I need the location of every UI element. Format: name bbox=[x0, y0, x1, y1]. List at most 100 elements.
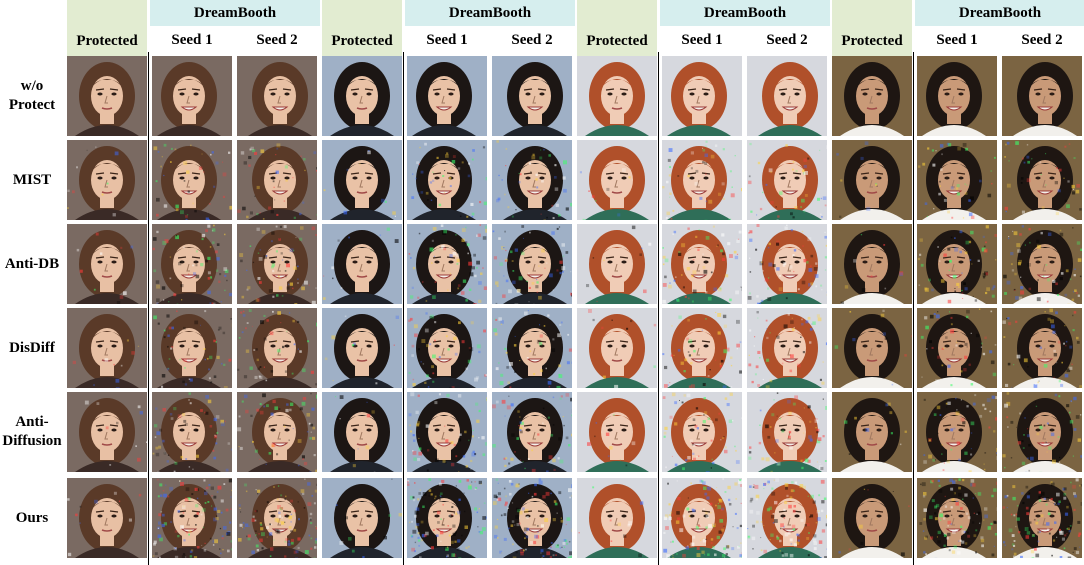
dreambooth-seed-2-image bbox=[492, 56, 572, 136]
dreambooth-seed-1-image bbox=[152, 56, 232, 136]
dreambooth-header: DreamBooth bbox=[660, 0, 830, 26]
dreambooth-seed-2-image bbox=[492, 392, 572, 472]
protected-image bbox=[577, 392, 657, 472]
protected-image bbox=[322, 392, 402, 472]
dreambooth-seed-2-image bbox=[492, 308, 572, 388]
group-separator bbox=[913, 52, 914, 565]
seed-2-header: Seed 2 bbox=[256, 31, 298, 48]
protected-image bbox=[67, 478, 147, 558]
dreambooth-seed-2-image bbox=[492, 140, 572, 220]
dreambooth-seed-1-image bbox=[407, 56, 487, 136]
protected-image bbox=[577, 140, 657, 220]
row-label: Anti- Diffusion bbox=[2, 414, 62, 449]
row-label: DisDiff bbox=[9, 339, 55, 356]
dreambooth-seed-1-image bbox=[662, 392, 742, 472]
seed-2-header: Seed 2 bbox=[511, 31, 553, 48]
dreambooth-seed-2-image bbox=[747, 56, 827, 136]
group-separator bbox=[403, 52, 404, 565]
group-separator bbox=[658, 52, 659, 565]
seed-1-header: Seed 1 bbox=[171, 31, 213, 48]
dreambooth-seed-1-image bbox=[662, 140, 742, 220]
dreambooth-seed-1-image bbox=[407, 392, 487, 472]
dreambooth-seed-1-image bbox=[152, 224, 232, 304]
protected-image bbox=[577, 224, 657, 304]
dreambooth-seed-1-image bbox=[407, 308, 487, 388]
protected-image bbox=[322, 56, 402, 136]
dreambooth-seed-1-image bbox=[917, 140, 997, 220]
dreambooth-seed-1-image bbox=[662, 478, 742, 558]
protected-image bbox=[67, 56, 147, 136]
seed-1-header: Seed 1 bbox=[936, 31, 978, 48]
dreambooth-seed-2-image bbox=[237, 56, 317, 136]
protected-image bbox=[832, 224, 912, 304]
protected-header-label: Protected bbox=[586, 33, 648, 49]
protected-image bbox=[67, 140, 147, 220]
dreambooth-seed-1-image bbox=[917, 56, 997, 136]
dreambooth-seed-2-image bbox=[1002, 140, 1082, 220]
seed-2-header: Seed 2 bbox=[766, 31, 808, 48]
dreambooth-seed-1-image bbox=[407, 140, 487, 220]
dreambooth-seed-2-image bbox=[747, 392, 827, 472]
dreambooth-seed-2-image bbox=[492, 478, 572, 558]
dreambooth-seed-2-image bbox=[1002, 224, 1082, 304]
dreambooth-seed-2-image bbox=[1002, 56, 1082, 136]
protected-header-label: Protected bbox=[841, 33, 903, 49]
dreambooth-header: DreamBooth bbox=[915, 0, 1084, 26]
seed-2-header: Seed 2 bbox=[1021, 31, 1063, 48]
dreambooth-header: DreamBooth bbox=[150, 0, 320, 26]
protected-image bbox=[322, 140, 402, 220]
protected-image bbox=[832, 140, 912, 220]
dreambooth-seed-2-image bbox=[1002, 308, 1082, 388]
protected-image bbox=[67, 392, 147, 472]
dreambooth-seed-1-image bbox=[152, 140, 232, 220]
protected-image bbox=[832, 308, 912, 388]
dreambooth-seed-2-image bbox=[747, 140, 827, 220]
row-label: MIST bbox=[12, 171, 52, 188]
dreambooth-seed-1-image bbox=[917, 308, 997, 388]
dreambooth-seed-2-image bbox=[237, 308, 317, 388]
dreambooth-seed-1-image bbox=[917, 478, 997, 558]
protected-header-label: Protected bbox=[331, 33, 393, 49]
protected-image bbox=[577, 308, 657, 388]
seed-1-header: Seed 1 bbox=[681, 31, 723, 48]
protected-image bbox=[832, 478, 912, 558]
dreambooth-seed-1-image bbox=[152, 308, 232, 388]
row-label: Anti-DB bbox=[4, 255, 60, 272]
protected-header-label: Protected bbox=[76, 33, 138, 49]
dreambooth-seed-2-image bbox=[747, 308, 827, 388]
protected-image bbox=[577, 56, 657, 136]
dreambooth-seed-2-image bbox=[747, 224, 827, 304]
dreambooth-seed-1-image bbox=[152, 478, 232, 558]
dreambooth-seed-1-image bbox=[152, 392, 232, 472]
protected-image bbox=[322, 308, 402, 388]
protected-image bbox=[832, 392, 912, 472]
dreambooth-seed-2-image bbox=[237, 140, 317, 220]
protected-image bbox=[322, 478, 402, 558]
dreambooth-seed-1-image bbox=[662, 308, 742, 388]
dreambooth-seed-2-image bbox=[237, 392, 317, 472]
protected-header: Protected bbox=[322, 0, 402, 56]
protected-header: Protected bbox=[67, 0, 147, 56]
dreambooth-seed-1-image bbox=[917, 224, 997, 304]
seed-1-header: Seed 1 bbox=[426, 31, 468, 48]
dreambooth-seed-1-image bbox=[917, 392, 997, 472]
protected-header: Protected bbox=[577, 0, 657, 56]
dreambooth-seed-2-image bbox=[237, 478, 317, 558]
protected-image bbox=[67, 308, 147, 388]
dreambooth-seed-2-image bbox=[1002, 478, 1082, 558]
group-separator bbox=[148, 52, 149, 565]
row-label: Ours bbox=[15, 509, 49, 526]
protected-image bbox=[322, 224, 402, 304]
dreambooth-header: DreamBooth bbox=[405, 0, 575, 26]
dreambooth-seed-2-image bbox=[747, 478, 827, 558]
protected-header: Protected bbox=[832, 0, 912, 56]
dreambooth-seed-1-image bbox=[407, 478, 487, 558]
dreambooth-seed-2-image bbox=[492, 224, 572, 304]
dreambooth-seed-1-image bbox=[662, 224, 742, 304]
dreambooth-seed-2-image bbox=[1002, 392, 1082, 472]
dreambooth-seed-2-image bbox=[237, 224, 317, 304]
row-label: w/o Protect bbox=[8, 78, 56, 113]
dreambooth-seed-1-image bbox=[407, 224, 487, 304]
protected-image bbox=[577, 478, 657, 558]
protected-image bbox=[67, 224, 147, 304]
